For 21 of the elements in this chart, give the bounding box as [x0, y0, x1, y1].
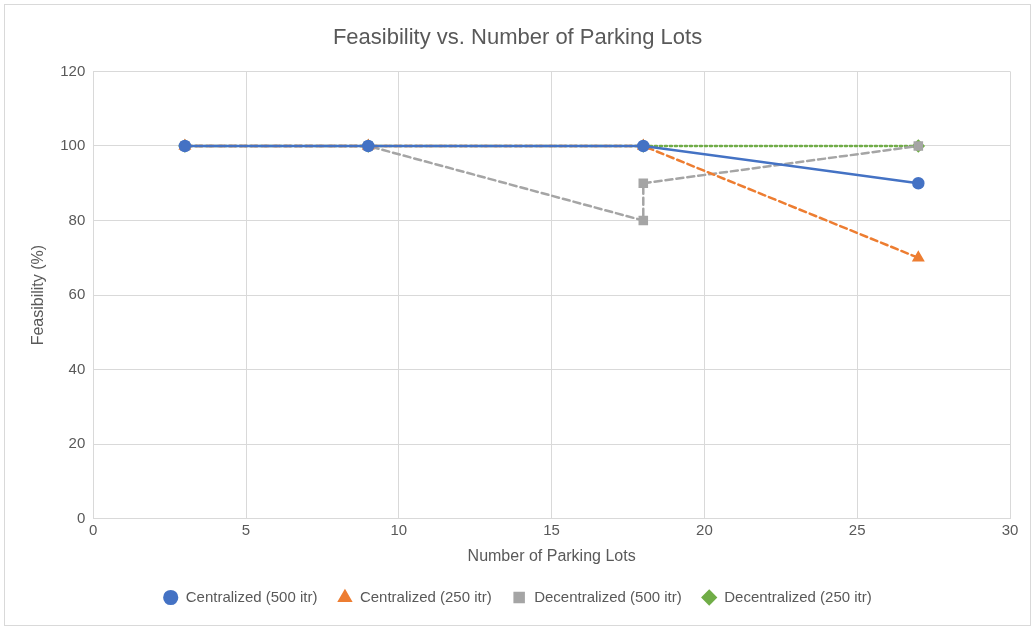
- legend-label: Decentralized (500 itr): [534, 587, 682, 605]
- legend-label: Centralized (250 itr): [359, 587, 492, 605]
- y-axis-title: Feasibility (%): [29, 244, 47, 346]
- x-tick-label: 30: [1001, 520, 1019, 538]
- chart-title: Feasibility vs. Number of Parking Lots: [332, 24, 703, 50]
- x-tick-label: 5: [241, 520, 251, 538]
- y-tick-label: 60: [68, 285, 86, 303]
- x-tick-label: 15: [543, 520, 560, 538]
- legend-label: Decentralized (250 itr): [724, 587, 872, 605]
- legend-label: Centralized (500 itr): [185, 587, 318, 605]
- y-tick-label: 100: [60, 136, 86, 154]
- y-tick-label: 20: [68, 434, 86, 452]
- x-tick-label: 0: [89, 520, 98, 538]
- x-tick-label: 20: [696, 520, 713, 538]
- y-tick-label: 80: [68, 210, 86, 228]
- y-tick-label: 120: [60, 61, 86, 79]
- x-axis-title: Number of Parking Lots: [467, 546, 636, 564]
- x-tick-label: 10: [390, 520, 408, 538]
- y-tick-label: 0: [76, 508, 86, 526]
- y-tick-label: 40: [68, 359, 86, 377]
- x-tick-label: 25: [848, 520, 866, 538]
